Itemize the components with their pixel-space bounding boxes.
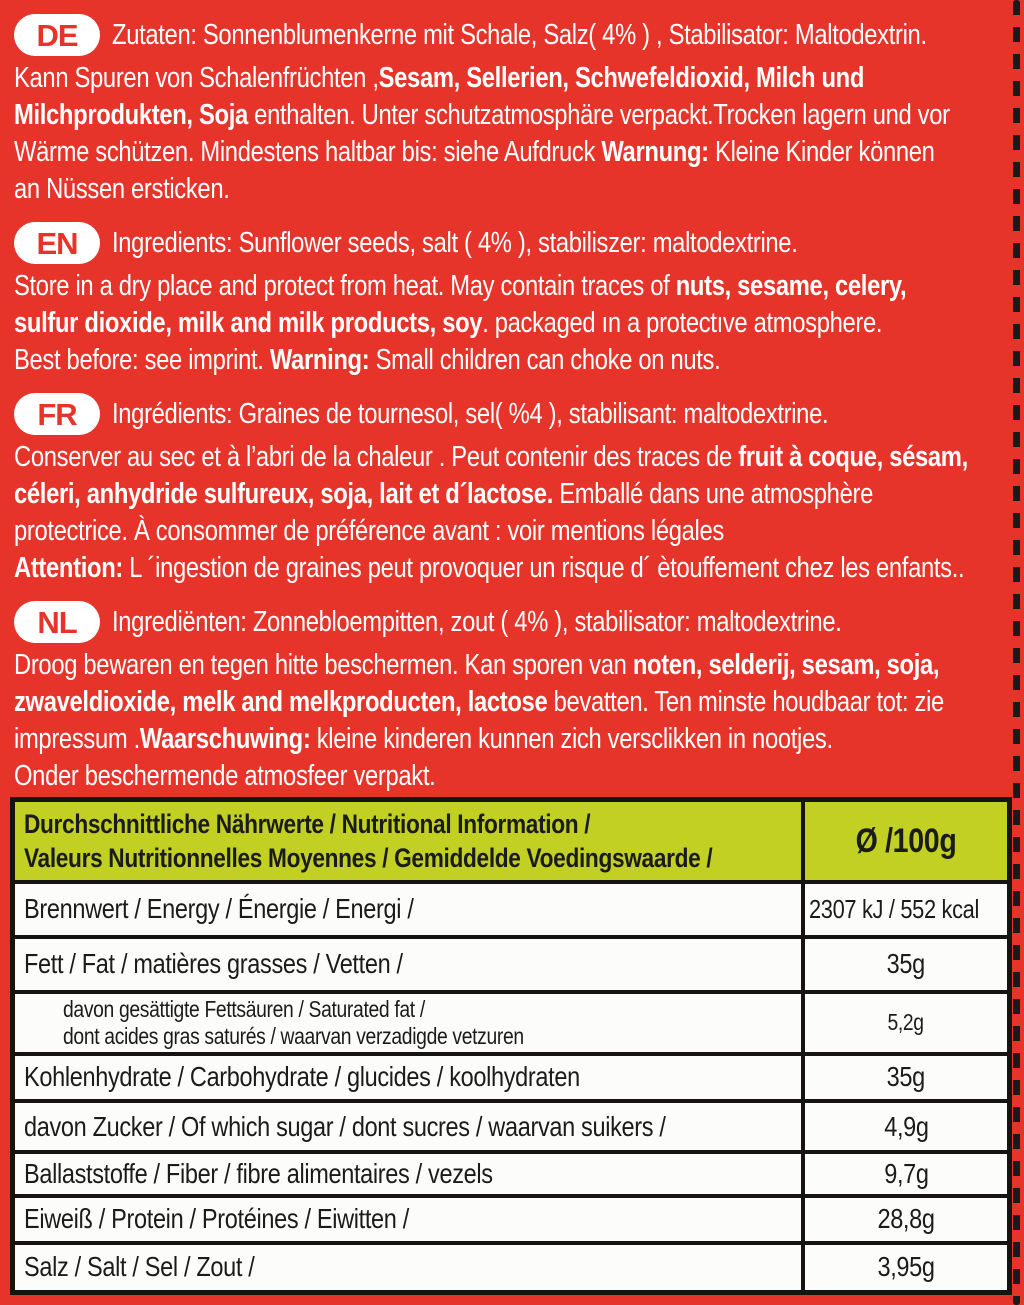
nutrition-row: Kohlenhydrate / Carbohydrate / glucides … <box>15 1055 1007 1104</box>
lang-badge-de: DE <box>14 14 100 56</box>
text-line: Best before: see imprint. Warning: Small… <box>14 342 1024 379</box>
nutrient-name: Ballaststoffe / Fiber / fibre alimentair… <box>24 1158 493 1190</box>
nutrition-row: Salz / Salt / Sel / Zout / 3,95g <box>15 1244 1007 1291</box>
text-line: zwaveldioxide, melk and melkproducten, l… <box>14 684 1024 721</box>
nutrient-value: 35g <box>801 1055 1007 1100</box>
perforation-dashed-line <box>1013 0 1020 1305</box>
text-line: protectrice. À consommer de préférence a… <box>14 513 1024 550</box>
text-line: Store in a dry place and protect from he… <box>14 268 1024 305</box>
nutrient-value: 28,8g <box>801 1198 1007 1241</box>
text-line: Droog bewaren en tegen hitte beschermen.… <box>14 647 1024 684</box>
line-text: zwaveldioxide, melk and melkproducten, l… <box>14 686 944 718</box>
text-line: NL Ingrediënten: Zonnebloempitten, zout (… <box>14 599 1024 645</box>
nutrition-header-line-2: Valeurs Nutritionnelles Moyennes / Gemid… <box>24 843 713 873</box>
text-line: impressum .Waarschuwing: kleine kinderen… <box>14 721 1024 758</box>
nutrient-name: davon Zucker / Of which sugar / dont suc… <box>24 1110 666 1142</box>
ingredient-sections: DE Zutaten: Sonnenblumenkerne mit Schale,… <box>14 12 1024 795</box>
line-text: Milchprodukten, Soja enthalten. Unter sc… <box>14 99 950 131</box>
lang-badge-nl: NL <box>14 601 100 643</box>
text-line: céleri, anhydride sulfureux, soja, lait … <box>14 476 1024 513</box>
line-text: Onder beschermende atmosfeer verpakt. <box>14 760 436 792</box>
line-text: protectrice. À consommer de préférence a… <box>14 515 724 547</box>
nutrition-header-per-100g: Ø /100g <box>801 802 1007 880</box>
line-text: Droog bewaren en tegen hitte beschermen.… <box>14 649 940 681</box>
line-text: Ingrédients: Graines de tournesol, sel( … <box>112 397 829 430</box>
line-text: Conserver au sec et à l’abri de la chale… <box>14 441 968 473</box>
line-text: Wärme schützen. Mindestens haltbar bis: … <box>14 136 935 168</box>
text-line: an Nüssen ersticken. <box>14 171 1024 208</box>
nutrition-row: Eiweiß / Protein / Protéines / Eiwitten … <box>15 1198 1007 1245</box>
text-line: Onder beschermende atmosfeer verpakt. <box>14 758 1024 795</box>
text-line: Kann Spuren von Schalenfrüchten ,Sesam, … <box>14 60 1024 97</box>
nutrition-header-label: Durchschnittliche Nährwerte / Nutritiona… <box>15 802 801 880</box>
nutrition-header-line-1: Durchschnittliche Nährwerte / Nutritiona… <box>24 809 591 839</box>
nutrition-row: Brennwert / Energy / Énergie / Energi / 2… <box>15 884 1007 939</box>
text-line: DE Zutaten: Sonnenblumenkerne mit Schale,… <box>14 12 1024 58</box>
line-text: Zutaten: Sonnenblumenkerne mit Schale, S… <box>112 18 927 51</box>
line-text: Ingredients: Sunflower seeds, salt ( 4% … <box>112 226 798 259</box>
line-text: Best before: see imprint. Warning: Small… <box>14 344 721 376</box>
nutrient-value: 5,2g <box>801 993 1007 1052</box>
nutrient-value: 4,9g <box>801 1103 1007 1151</box>
nutrient-value: 2307 kJ / 552 kcal <box>801 884 1007 935</box>
section-de: DE Zutaten: Sonnenblumenkerne mit Schale,… <box>14 12 1024 208</box>
nutrient-value: 3,95g <box>801 1244 1007 1291</box>
nutrition-row: Fett / Fat / matières grasses / Vetten /… <box>15 938 1007 994</box>
nutrition-table: Durchschnittliche Nährwerte / Nutritiona… <box>10 797 1012 1295</box>
text-line: Wärme schützen. Mindestens haltbar bis: … <box>14 134 1024 171</box>
text-line: sulfur dioxide, milk and milk products, … <box>14 305 1024 342</box>
section-en: EN Ingredients: Sunflower seeds, salt ( 4… <box>14 220 1024 379</box>
text-line: Conserver au sec et à l’abri de la chale… <box>14 439 1024 476</box>
line-text: Kann Spuren von Schalenfrüchten ,Sesam, … <box>14 62 865 94</box>
text-line: Attention: L ´ingestion de graines peut … <box>14 550 1024 587</box>
line-text: céleri, anhydride sulfureux, soja, lait … <box>14 478 873 510</box>
nutrient-name: Fett / Fat / matières grasses / Vetten / <box>24 948 403 980</box>
nutrient-name: Salz / Salt / Sel / Zout / <box>24 1251 255 1283</box>
line-text: Ingrediënten: Zonnebloempitten, zout ( 4… <box>112 605 842 638</box>
nutrition-row: davon Zucker / Of which sugar / dont suc… <box>15 1103 1007 1155</box>
nutrition-table-rows: Brennwert / Energy / Énergie / Energi / 2… <box>15 884 1007 1291</box>
nutrient-name: Kohlenhydrate / Carbohydrate / glucides … <box>24 1061 580 1093</box>
line-text: impressum .Waarschuwing: kleine kinderen… <box>14 723 833 755</box>
lang-badge-fr: FR <box>14 393 100 435</box>
section-nl: NL Ingrediënten: Zonnebloempitten, zout (… <box>14 599 1024 795</box>
text-line: FR Ingrédients: Graines de tournesol, sel… <box>14 391 1024 437</box>
nutrition-row: Ballaststoffe / Fiber / fibre alimentair… <box>15 1154 1007 1199</box>
nutrient-name: Eiweiß / Protein / Protéines / Eiwitten … <box>24 1203 409 1235</box>
nutrition-table-header: Durchschnittliche Nährwerte / Nutritiona… <box>15 802 1007 884</box>
text-line: Milchprodukten, Soja enthalten. Unter sc… <box>14 97 1024 134</box>
line-text: sulfur dioxide, milk and milk products, … <box>14 307 883 339</box>
nutrition-row: davon gesättigte Fettsäuren / Saturated … <box>15 993 1007 1056</box>
nutrient-name: Brennwert / Energy / Énergie / Energi / <box>24 893 414 925</box>
line-text: Attention: L ´ingestion de graines peut … <box>14 552 965 584</box>
text-line: EN Ingredients: Sunflower seeds, salt ( 4… <box>14 220 1024 266</box>
section-fr: FR Ingrédients: Graines de tournesol, sel… <box>14 391 1024 587</box>
nutrient-value: 35g <box>801 938 1007 990</box>
line-text: Store in a dry place and protect from he… <box>14 270 907 302</box>
nutrient-value: 9,7g <box>801 1154 1007 1195</box>
line-text: an Nüssen ersticken. <box>14 173 230 205</box>
lang-badge-en: EN <box>14 222 100 264</box>
nutrient-name: davon gesättigte Fettsäuren / Saturated … <box>63 995 524 1049</box>
